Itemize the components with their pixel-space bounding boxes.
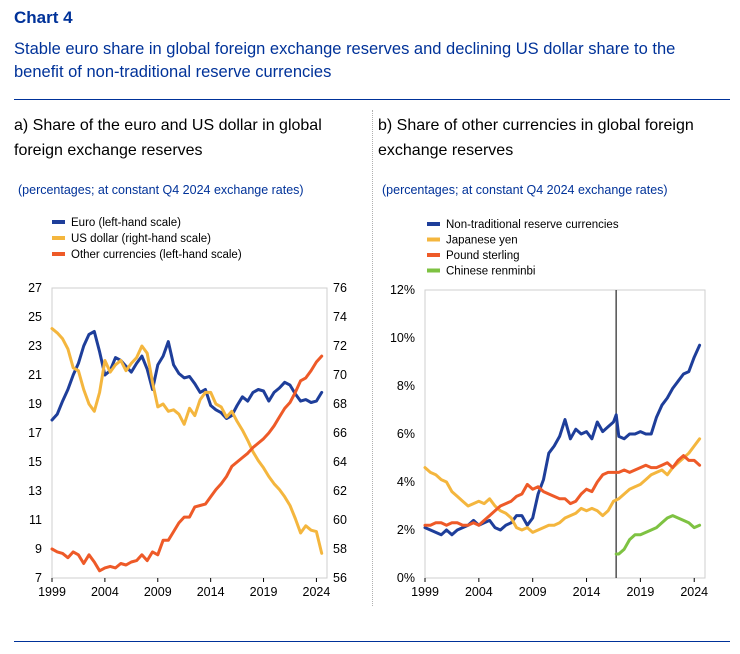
y-tick-label: 7 xyxy=(35,571,42,585)
y-tick-label: 11 xyxy=(29,513,42,527)
y-tick-label: 6% xyxy=(397,427,415,441)
y-tick-label: 25 xyxy=(28,310,42,324)
y-tick-label: 19 xyxy=(28,397,42,411)
series-line-1 xyxy=(423,437,702,534)
series-line-3 xyxy=(614,514,702,556)
x-tick-label: 2024 xyxy=(303,585,331,599)
x-tick-label: 2004 xyxy=(465,585,493,599)
series-line-0 xyxy=(50,330,324,422)
y-tick-label: 12% xyxy=(390,283,415,297)
legend-label: Japanese yen xyxy=(446,235,518,247)
y-right-tick-label: 60 xyxy=(333,513,347,527)
y-tick-label: 2% xyxy=(397,523,415,537)
y-tick-label: 0% xyxy=(397,571,415,585)
y-tick-label: 15 xyxy=(28,455,42,469)
y-right-tick-label: 62 xyxy=(333,484,347,498)
y-right-tick-label: 70 xyxy=(333,368,347,382)
x-tick-label: 2014 xyxy=(573,585,601,599)
y-tick-label: 4% xyxy=(397,475,415,489)
y-tick-label: 10% xyxy=(390,331,415,345)
legend-label: Pound sterling xyxy=(446,250,520,262)
x-tick-label: 2019 xyxy=(250,585,278,599)
panel-b-title: b) Share of other currencies in global f… xyxy=(378,117,694,159)
panel-divider xyxy=(372,110,373,606)
chart-number: Chart 4 xyxy=(14,8,73,27)
x-tick-label: 2019 xyxy=(626,585,654,599)
series-line-2 xyxy=(50,354,324,573)
y-right-tick-label: 58 xyxy=(333,542,347,556)
x-tick-label: 2009 xyxy=(519,585,547,599)
y-tick-label: 27 xyxy=(28,281,42,295)
panel-a-subtitle: (percentages; at constant Q4 2024 exchan… xyxy=(18,183,304,197)
x-tick-label: 2009 xyxy=(144,585,172,599)
y-tick-label: 9 xyxy=(35,542,42,556)
title-rule xyxy=(14,99,730,100)
legend-label: Non-traditional reserve currencies xyxy=(446,219,619,231)
legend-label: Euro (left-hand scale) xyxy=(71,217,181,229)
chart-title: Stable euro share in global foreign exch… xyxy=(14,40,676,81)
y-right-tick-label: 64 xyxy=(333,455,347,469)
y-tick-label: 8% xyxy=(397,379,415,393)
x-tick-label: 2024 xyxy=(680,585,708,599)
y-right-tick-label: 74 xyxy=(333,310,347,324)
y-right-tick-label: 66 xyxy=(333,426,347,440)
y-tick-label: 13 xyxy=(28,484,42,498)
series-line-2 xyxy=(423,454,702,527)
x-tick-label: 2014 xyxy=(197,585,225,599)
y-tick-label: 21 xyxy=(28,368,42,382)
y-right-tick-label: 76 xyxy=(333,281,347,295)
plot-frame xyxy=(424,289,706,579)
series-line-1 xyxy=(50,327,324,555)
y-tick-label: 23 xyxy=(28,339,42,353)
y-right-tick-label: 72 xyxy=(333,339,347,353)
x-tick-label: 1999 xyxy=(38,585,66,599)
legend-label: Other currencies (left-hand scale) xyxy=(71,249,242,261)
series-line-0 xyxy=(423,343,702,537)
panel-a-title: a) Share of the euro and US dollar in gl… xyxy=(14,117,322,159)
y-right-tick-label: 56 xyxy=(333,571,347,585)
footer-rule xyxy=(14,641,730,642)
x-tick-label: 2004 xyxy=(91,585,119,599)
panel-b-subtitle: (percentages; at constant Q4 2024 exchan… xyxy=(382,183,668,197)
plot-frame xyxy=(51,287,328,579)
legend-label: Chinese renminbi xyxy=(446,266,536,278)
y-tick-label: 17 xyxy=(28,426,42,440)
x-tick-label: 1999 xyxy=(411,585,439,599)
y-right-tick-label: 68 xyxy=(333,397,347,411)
legend-label: US dollar (right-hand scale) xyxy=(71,233,211,245)
